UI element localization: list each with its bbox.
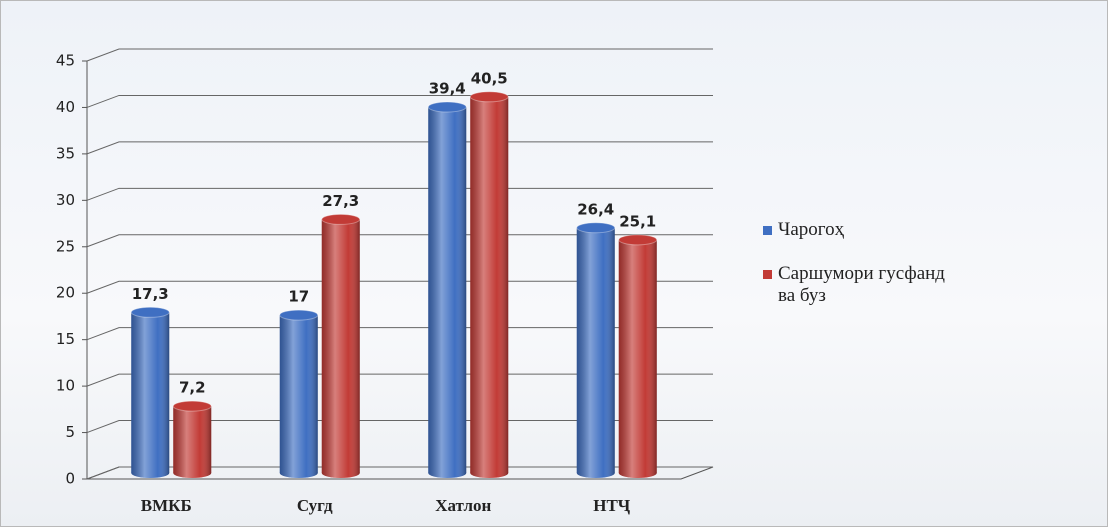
bar-bottom-shade — [470, 473, 509, 478]
grid-line — [86, 327, 713, 341]
bar-top — [130, 306, 170, 318]
bar-bottom-shade — [279, 473, 318, 478]
legend-swatch — [763, 270, 772, 279]
data-label: 17,3 — [132, 285, 169, 303]
x-tick-label: НТҶ — [593, 496, 631, 515]
bar-top — [279, 309, 319, 321]
bar — [618, 234, 658, 478]
legend-item: Саршумори гусфанд ва буз — [763, 263, 963, 307]
y-tick-label: 5 — [65, 423, 75, 441]
bar-top — [321, 213, 361, 225]
grid-line — [86, 420, 713, 434]
bar-top — [618, 234, 658, 246]
grid-line — [86, 48, 713, 62]
data-label: 7,2 — [179, 379, 206, 397]
y-tick-label: 20 — [56, 284, 75, 302]
bar-bottom-shade — [321, 473, 360, 478]
data-label: 26,4 — [577, 200, 614, 218]
grid-line — [86, 234, 713, 248]
bar-shade — [131, 312, 170, 473]
grid-line — [86, 94, 713, 108]
bar-shade — [279, 315, 318, 473]
bar — [469, 91, 509, 478]
bar — [321, 213, 361, 478]
data-label: 40,5 — [471, 69, 508, 87]
legend: Чарогоҳ Саршумори гусфанд ва буз — [763, 219, 963, 329]
bar — [130, 306, 170, 478]
x-tick-label: Хатлон — [435, 496, 491, 515]
grid-line — [86, 466, 713, 480]
data-label: 17 — [288, 288, 309, 306]
bar-shade — [173, 406, 212, 473]
legend-swatch — [763, 226, 772, 235]
grid-line — [86, 187, 713, 201]
bar-top — [427, 101, 467, 113]
legend-item: Чарогоҳ — [763, 219, 963, 241]
bar-shade — [576, 227, 615, 473]
y-tick-label: 30 — [56, 191, 75, 209]
bar-shade — [428, 107, 467, 474]
bar-bottom-shade — [576, 473, 615, 478]
data-label: 27,3 — [322, 192, 359, 210]
grid-line — [86, 141, 713, 155]
grid-line — [86, 280, 713, 294]
data-label: 39,4 — [429, 80, 466, 98]
bar-top — [576, 222, 616, 234]
y-tick-label: 0 — [65, 470, 75, 488]
y-tick-label: 40 — [56, 98, 75, 116]
y-tick-label: 10 — [56, 377, 75, 395]
bar-bottom-shade — [173, 473, 212, 478]
bar-shade — [321, 219, 360, 473]
x-tick-label: ВМКБ — [141, 496, 192, 515]
y-tick-label: 25 — [56, 237, 75, 255]
bar — [172, 400, 212, 478]
bar-top — [469, 91, 509, 103]
x-tick-label: Сугд — [297, 496, 333, 515]
y-tick-label: 35 — [56, 144, 75, 162]
bar-top — [172, 400, 212, 412]
grid-line — [86, 373, 713, 387]
bar-shade — [618, 239, 657, 473]
bar-bottom-shade — [618, 473, 657, 478]
bar — [279, 309, 319, 478]
y-tick-label: 15 — [56, 330, 75, 348]
bar — [427, 101, 467, 478]
data-label: 25,1 — [619, 212, 656, 230]
bar-bottom-shade — [131, 473, 170, 478]
legend-label: Чарогоҳ — [778, 219, 845, 240]
bar — [576, 222, 616, 478]
bar-shade — [470, 96, 509, 474]
legend-label: Саршумори гусфанд ва буз — [778, 263, 945, 306]
bar-bottom-shade — [428, 473, 467, 478]
y-tick-label: 45 — [56, 52, 75, 70]
